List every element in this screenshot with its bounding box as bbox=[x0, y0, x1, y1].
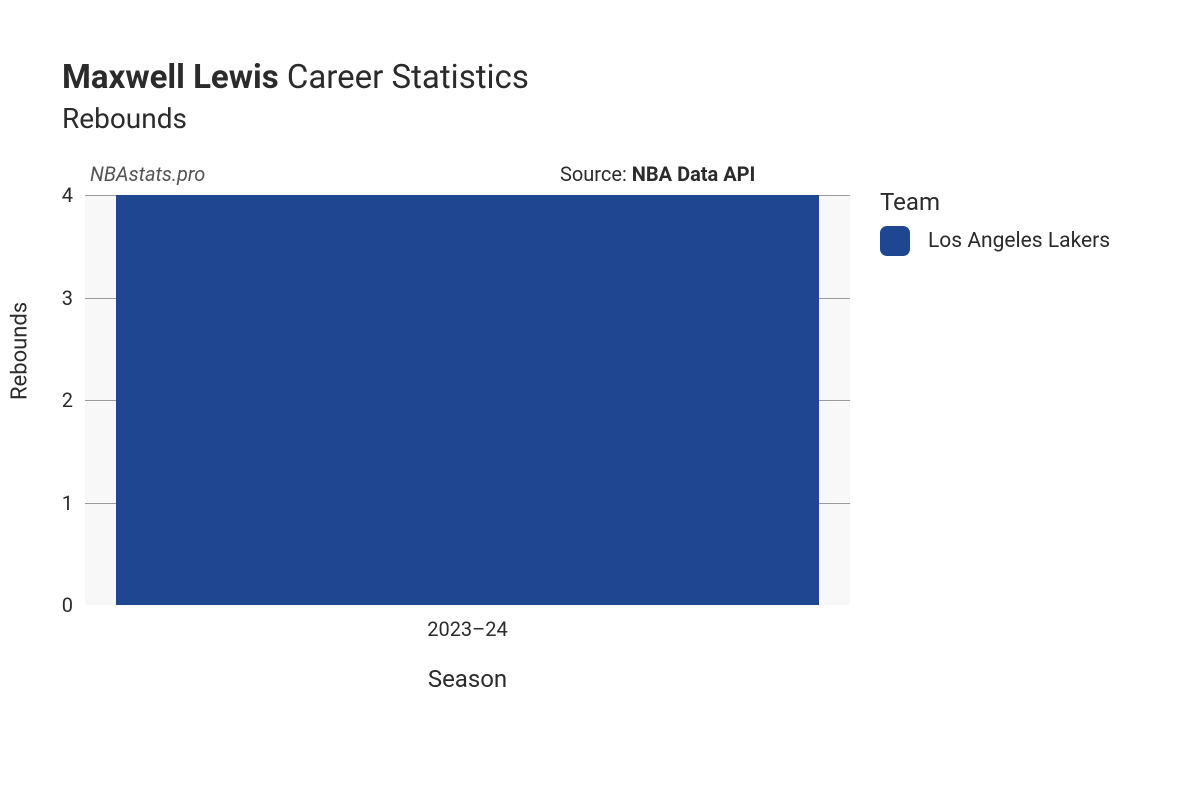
y-tick-label: 3 bbox=[62, 286, 85, 310]
x-tick-label: 2023–24 bbox=[427, 605, 508, 641]
title-suffix: Career Statistics bbox=[287, 58, 529, 97]
source-prefix: Source: bbox=[560, 162, 632, 186]
player-name: Maxwell Lewis bbox=[62, 58, 279, 97]
legend-title: Team bbox=[880, 188, 1110, 216]
chart-subtitle: Rebounds bbox=[62, 102, 529, 135]
source-name: NBA Data API bbox=[632, 162, 756, 186]
chart-container: Maxwell Lewis Career Statistics Rebounds… bbox=[0, 0, 1200, 800]
y-tick-label: 4 bbox=[62, 183, 85, 207]
plot-area: 012342023–24 bbox=[85, 195, 850, 605]
chart-title: Maxwell Lewis Career Statistics bbox=[62, 60, 529, 96]
legend-swatch bbox=[880, 226, 910, 256]
legend-item: Los Angeles Lakers bbox=[880, 226, 1110, 256]
source-attribution: Source: NBA Data API bbox=[560, 162, 755, 186]
y-axis-title: Rebounds bbox=[8, 302, 33, 400]
y-tick-label: 2 bbox=[62, 388, 85, 412]
y-tick-label: 1 bbox=[62, 491, 85, 515]
title-block: Maxwell Lewis Career Statistics Rebounds bbox=[62, 60, 529, 135]
watermark-text: NBAstats.pro bbox=[90, 162, 205, 186]
bar bbox=[116, 195, 820, 605]
x-axis-title: Season bbox=[85, 665, 850, 693]
legend-label: Los Angeles Lakers bbox=[928, 229, 1110, 253]
y-tick-label: 0 bbox=[62, 593, 85, 617]
legend: Team Los Angeles Lakers bbox=[880, 188, 1110, 256]
